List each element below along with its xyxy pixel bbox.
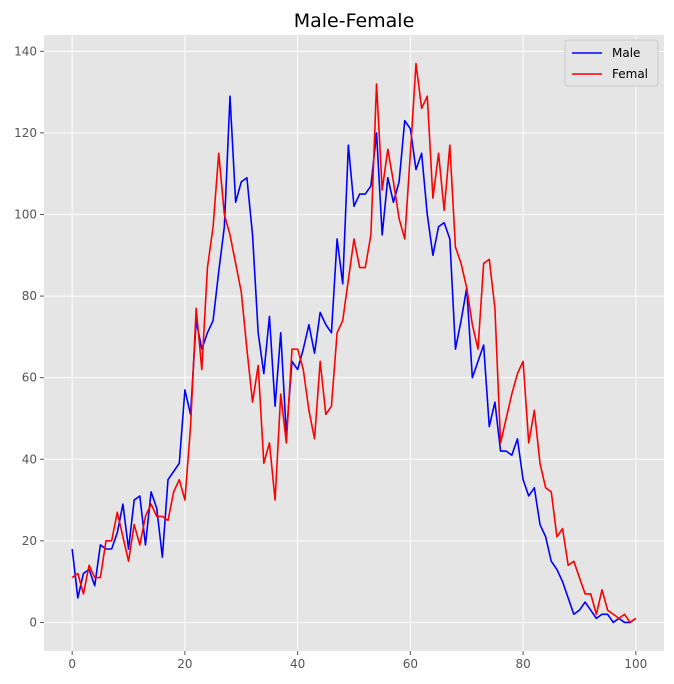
x-tick-label: 80: [515, 657, 530, 671]
chart-title: Male-Female: [294, 10, 415, 32]
x-axis-ticks: 0 20 40 60 80 100: [68, 651, 647, 671]
legend: Male Femal: [564, 39, 659, 87]
y-tick-label: 140: [14, 44, 37, 58]
y-tick-label: 40: [22, 452, 37, 466]
gridlines: [44, 35, 664, 651]
series-line-male: [71, 95, 637, 624]
y-tick-label: 20: [22, 534, 37, 548]
x-tick-label: 40: [290, 657, 305, 671]
x-tick-label: 60: [403, 657, 418, 671]
series-line-female: [71, 62, 637, 624]
y-tick-label: 100: [14, 207, 37, 221]
y-tick-label: 80: [22, 289, 37, 303]
y-tick-label: 0: [29, 615, 37, 629]
y-axis-ticks: 0 20 40 60 80 100 120 140: [14, 44, 44, 629]
y-tick-label: 60: [22, 371, 37, 385]
series-lines: [71, 62, 637, 624]
plot-area: [44, 35, 664, 651]
legend-label: Male: [612, 46, 640, 60]
x-tick-label: 100: [624, 657, 647, 671]
x-tick-label: 0: [68, 657, 76, 671]
y-tick-label: 120: [14, 126, 37, 140]
legend-label: Femal: [612, 67, 648, 81]
x-tick-label: 20: [177, 657, 192, 671]
